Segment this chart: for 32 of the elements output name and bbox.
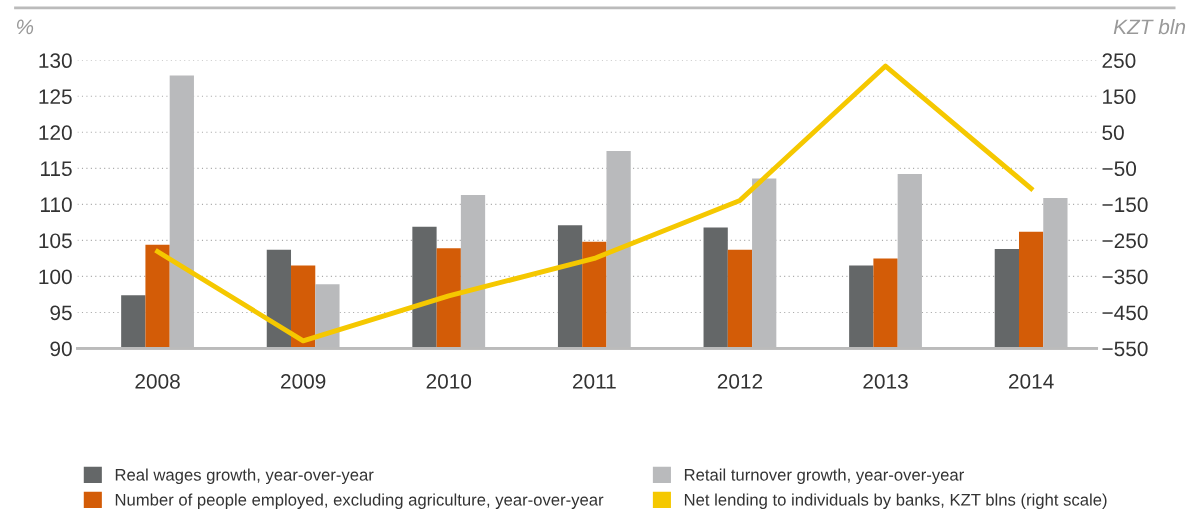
legend-label: Number of people employed, excluding agriculture, year-over-year xyxy=(115,493,604,509)
y-axis-title: % xyxy=(16,19,34,35)
y-tick-label: 105 xyxy=(39,233,72,249)
y2-tick-label: −450 xyxy=(1102,305,1148,321)
y-tick-label: 115 xyxy=(40,161,72,177)
y2-tick-label: 250 xyxy=(1102,53,1136,69)
y2-tick-label: −350 xyxy=(1102,269,1148,285)
y2-tick-label: −50 xyxy=(1102,161,1137,177)
y2-tick-label: 150 xyxy=(1103,89,1136,105)
y-tick-label: 110 xyxy=(40,197,72,213)
y-tick-label: 95 xyxy=(50,305,72,321)
y-tick-label: 130 xyxy=(39,53,72,69)
x-tick-label: 2009 xyxy=(281,374,326,389)
x-tick-label: 2010 xyxy=(426,374,472,389)
x-tick-label: 2014 xyxy=(1009,374,1054,389)
x-tick-label: 2011 xyxy=(572,374,616,389)
x-tick-label: 2013 xyxy=(863,374,908,389)
y2-tick-label: −250 xyxy=(1102,233,1148,249)
y2-tick-label: −150 xyxy=(1102,197,1148,213)
y2-axis-title: KZT bln xyxy=(1113,18,1186,35)
line-series xyxy=(155,63,1034,344)
legend-label: Retail turnover growth, year-over-year xyxy=(684,468,964,485)
y-tick-label: 120 xyxy=(39,125,72,141)
y-tick-label: 125 xyxy=(39,89,72,105)
y-tick-label: 100 xyxy=(39,269,72,285)
y2-tick-label: −550 xyxy=(1102,341,1148,357)
legend-label: Net lending to individuals by banks, KZT blns (right scale) xyxy=(684,493,1107,509)
y-tick-label: 90 xyxy=(50,341,72,357)
x-tick-label: 2008 xyxy=(135,374,180,389)
y2-tick-label: 50 xyxy=(1102,125,1124,141)
x-tick-label: 2012 xyxy=(717,374,763,389)
legend-label: Real wages growth, year-over-year xyxy=(115,468,374,485)
